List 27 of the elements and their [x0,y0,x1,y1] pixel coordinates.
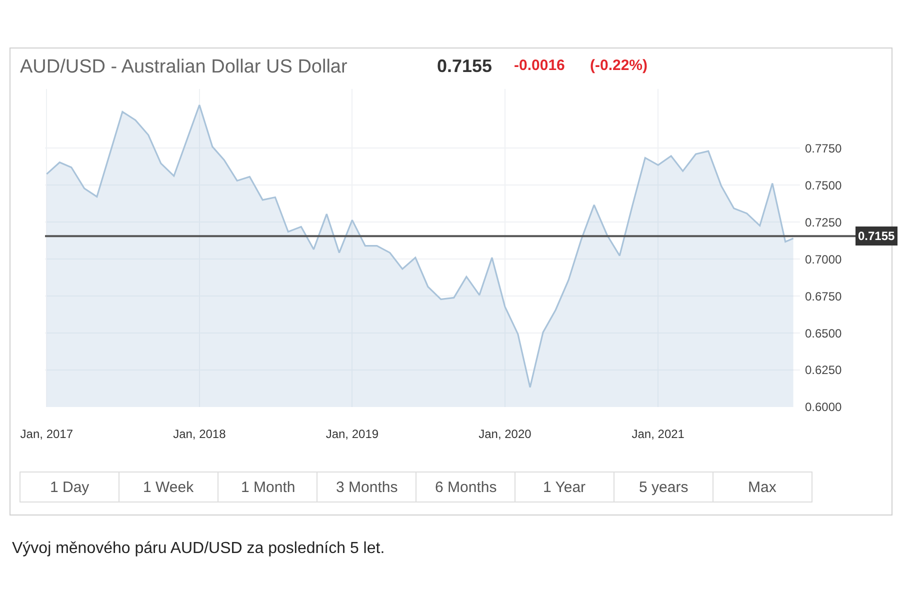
y-tick-label: 0.6750 [805,289,842,304]
y-tick-label: 0.6000 [805,400,842,414]
text: 0.7155 [437,56,492,76]
y-tick-label: 0.7500 [805,178,842,192]
text: 1 Month [241,479,296,496]
text: 5 years [639,479,688,496]
text: 1 Year [543,479,586,496]
text: Max [748,479,777,496]
text: -0.0016 [514,57,565,74]
x-tick-label: Jan, 2017 [20,427,74,441]
text: Vývoj měnového páru AUD/USD za posledních 5 let. [12,540,385,557]
text: (-0.22%) [590,57,648,74]
ref-line-label: 0.7155 [858,229,896,243]
text: 6 Months [435,479,497,496]
x-tick-label: Jan, 2018 [173,427,226,441]
y-tick-label: 0.6500 [805,326,842,340]
chart-title: AUD/USD - Australian Dollar US Dollar [20,56,348,78]
y-tick-label: 0.6250 [805,363,842,378]
y-tick-label: 0.7750 [805,141,842,156]
y-tick-label: 0.7000 [805,252,842,266]
text: 1 Day [50,479,90,496]
x-tick-label: Jan, 2019 [326,427,379,441]
x-tick-label: Jan, 2021 [632,427,685,441]
y-tick-label: 0.7250 [805,215,842,230]
x-tick-label: Jan, 2020 [478,427,532,441]
text: 1 Week [143,479,194,496]
text: 3 Months [336,479,398,496]
